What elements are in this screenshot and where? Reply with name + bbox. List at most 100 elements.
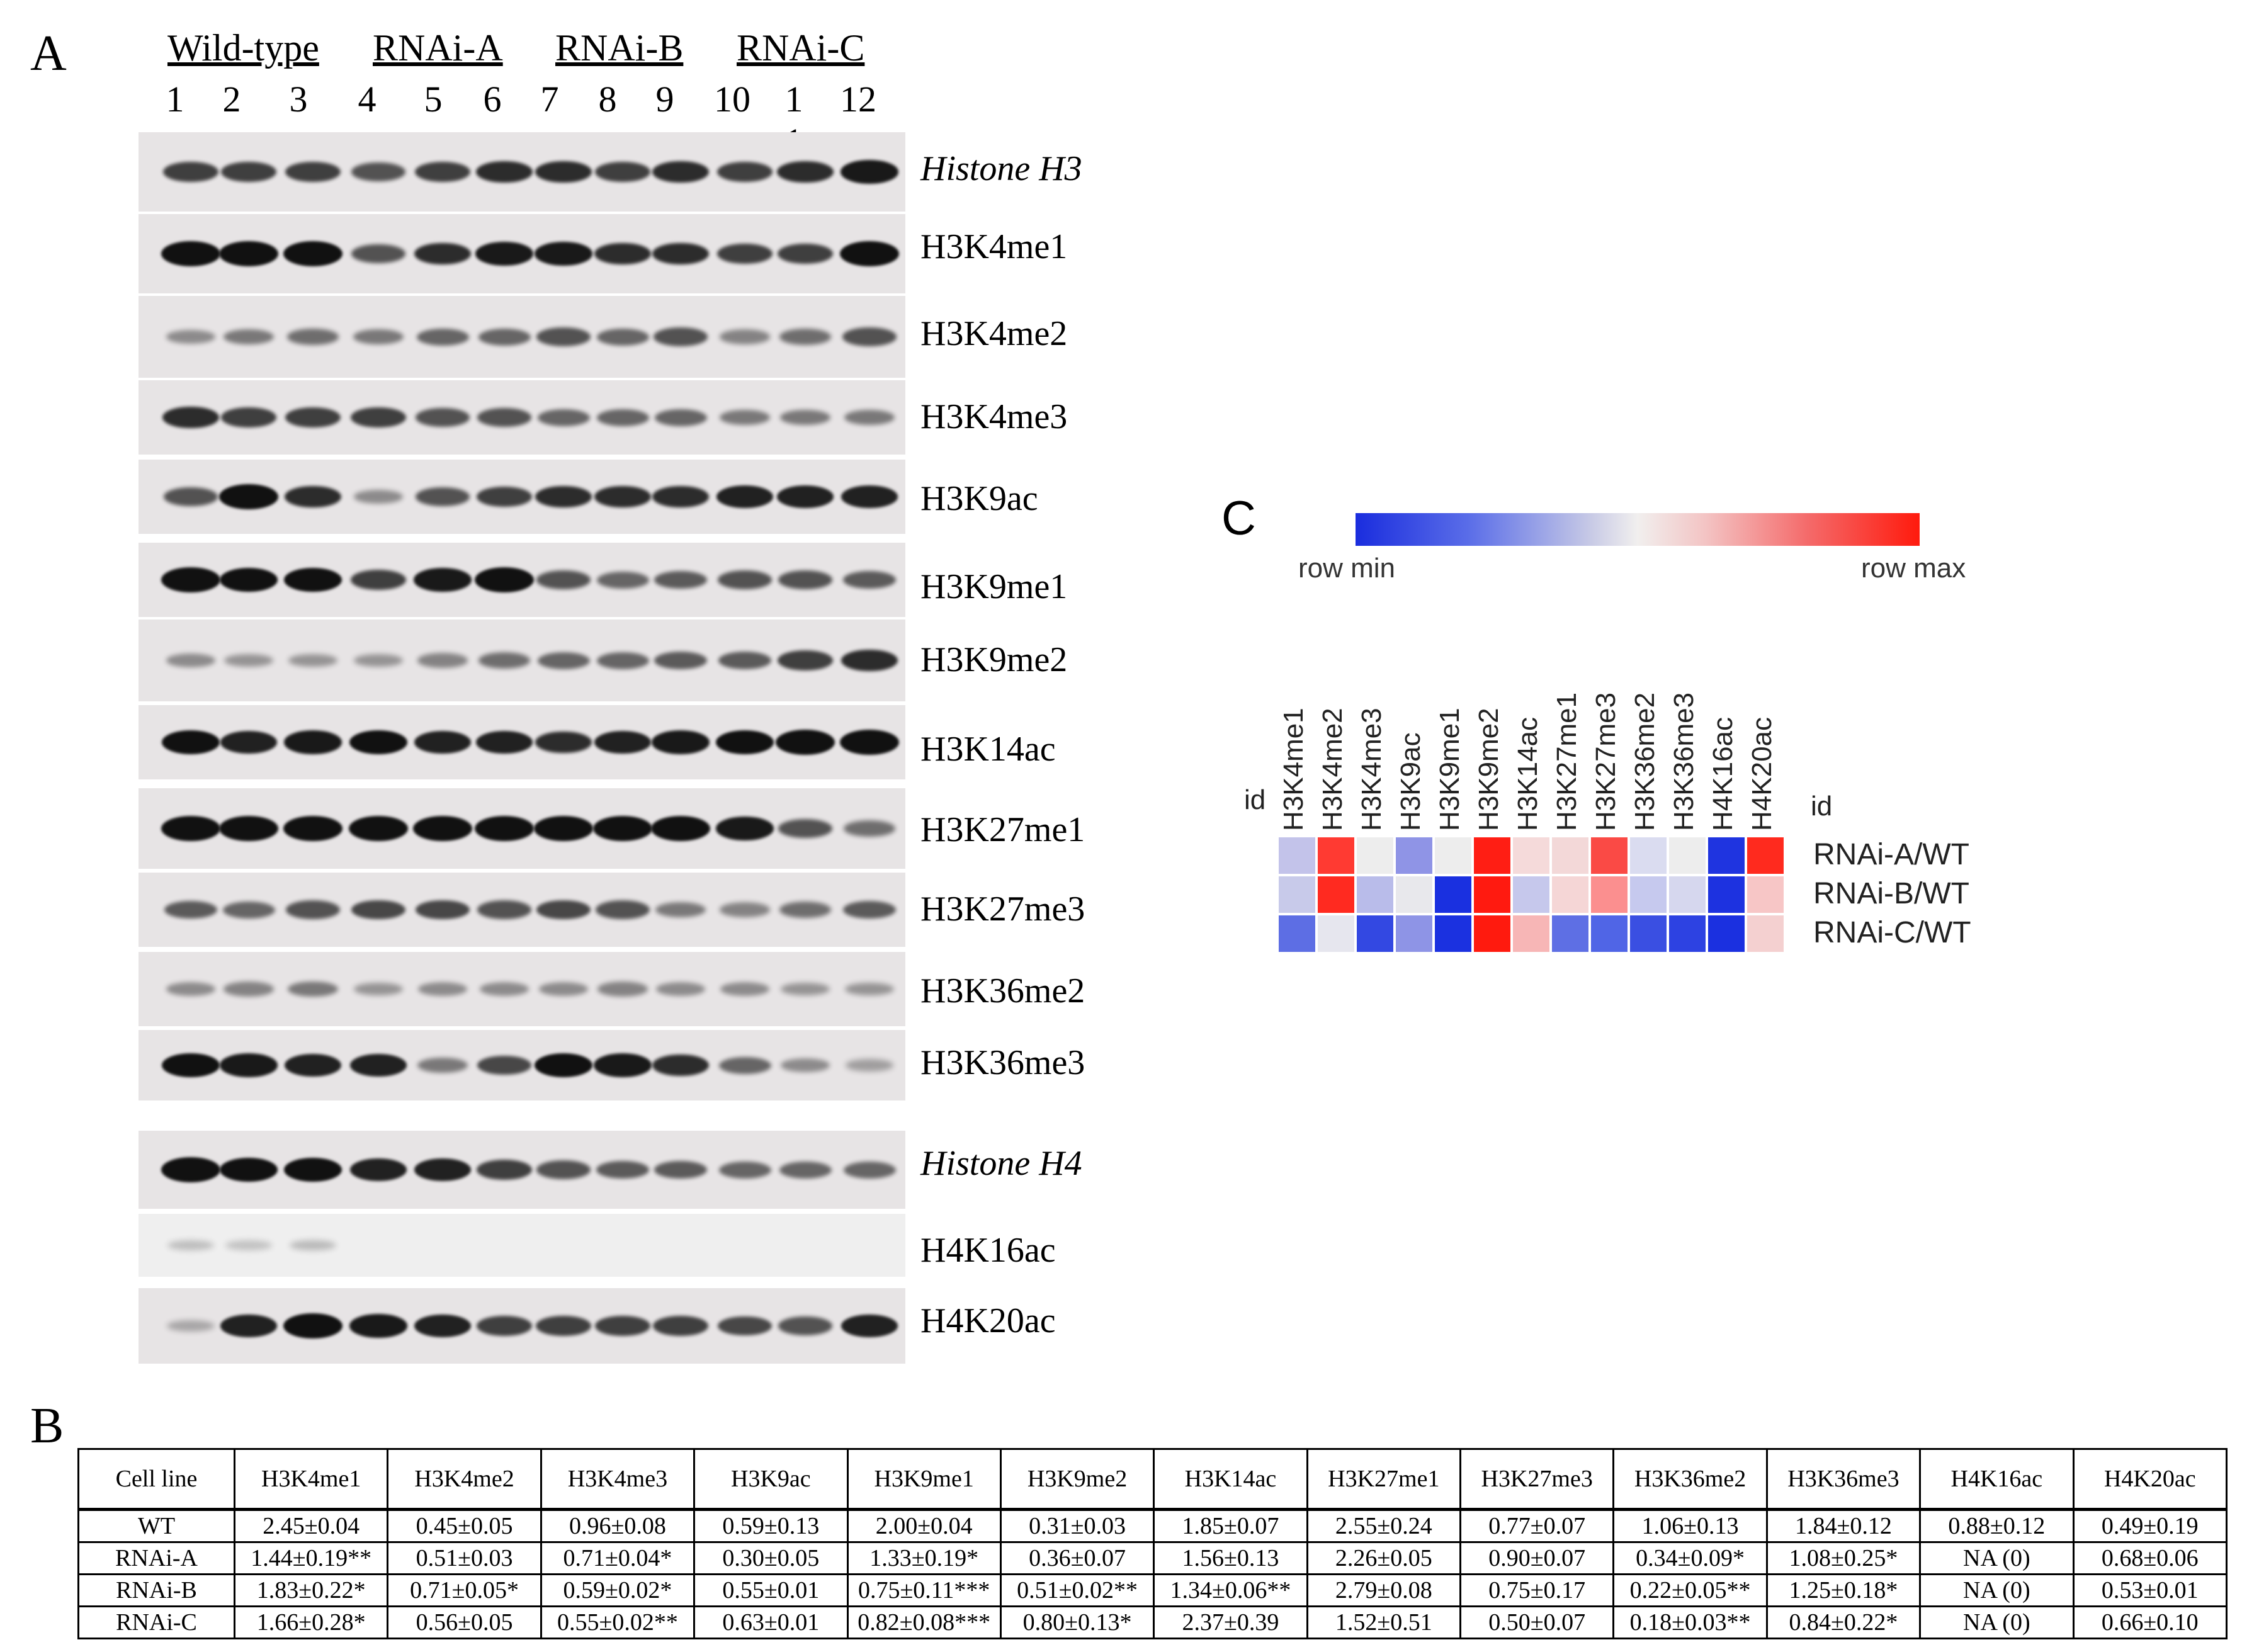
column-header: H4K20ac (2072, 1448, 2228, 1511)
blot-band (654, 409, 707, 426)
blot-band (166, 653, 216, 667)
blot-band (716, 817, 774, 840)
heatmap-column-label: H4K20ac (1747, 716, 1777, 831)
lane-number: 3 (289, 79, 308, 120)
blot-band (417, 1057, 468, 1073)
table-cell: RNAi-C (77, 1605, 235, 1639)
blot-band (161, 816, 220, 841)
blot-band (475, 567, 534, 592)
blot-band (283, 241, 343, 266)
table-cell: 1.56±0.13 (1153, 1541, 1308, 1575)
heatmap-cell (1630, 837, 1667, 874)
blot-band (477, 1159, 532, 1180)
table-cell: 0.66±0.10 (2072, 1605, 2228, 1639)
blot-band (414, 568, 472, 592)
blot-band (840, 730, 899, 755)
blot-label: Histone H3 (920, 149, 1082, 188)
lane-number: 1 (166, 79, 184, 120)
heatmap-cell (1513, 837, 1549, 874)
blot-strip-h3k9me2 (139, 620, 905, 701)
blot-band (219, 1157, 278, 1182)
table-cell: 1.33±0.19* (846, 1541, 1002, 1575)
heatmap-column-label: H3K4me2 (1317, 708, 1348, 831)
blot-band (351, 569, 406, 591)
heatmap-cell (1708, 876, 1745, 913)
blot-band (219, 241, 278, 266)
blot-band (844, 409, 895, 426)
blot-band (594, 1053, 652, 1077)
blot-strip-h3k4me3 (139, 380, 905, 455)
heatmap-cell (1552, 837, 1588, 874)
blot-strip-h3k27me1 (139, 788, 905, 869)
lane-number: 10 (714, 79, 750, 120)
group-label-wild-type: Wild-type (167, 27, 319, 69)
blot-band (845, 1059, 894, 1072)
heatmap-cell (1747, 876, 1784, 913)
heatmap-column-label: H3K9ac (1395, 732, 1426, 831)
blot-band (354, 653, 403, 667)
column-header: H3K36me3 (1765, 1448, 1922, 1511)
blot-band (353, 329, 404, 345)
lane-number: 5 (424, 79, 443, 120)
blot-label: Histone H4 (920, 1144, 1082, 1183)
blot-band (717, 243, 773, 264)
blot-band (287, 981, 339, 997)
heatmap-cell (1357, 876, 1393, 913)
blot-band (538, 982, 589, 996)
blot-band (536, 570, 591, 589)
blot-band (166, 330, 216, 344)
heatmap-cell (1279, 876, 1315, 913)
blot-band (778, 819, 832, 838)
table-cell: 2.79±0.08 (1306, 1573, 1462, 1607)
heatmap-cell (1279, 915, 1315, 952)
table-cell: 1.52±0.51 (1306, 1605, 1462, 1639)
table-cell: 0.31±0.03 (999, 1508, 1155, 1543)
lane-number: 9 (655, 79, 674, 120)
blot-band (596, 571, 649, 589)
blot-band (841, 485, 898, 509)
blot-band (780, 1058, 830, 1072)
table-cell: 0.22±0.05** (1612, 1573, 1768, 1607)
blot-band (219, 484, 278, 509)
blot-band (283, 567, 343, 592)
column-header: H3K14ac (1153, 1448, 1308, 1511)
blot-band (595, 161, 650, 183)
lane-number: 6 (483, 79, 502, 120)
panel-label-a: A (30, 26, 67, 81)
table-cell: 2.00±0.04 (846, 1508, 1002, 1543)
blot-band (654, 570, 708, 589)
blot-band (285, 161, 341, 183)
blot-band (476, 161, 533, 183)
heatmap-cell (1279, 837, 1315, 874)
blot-band (477, 486, 532, 507)
blot-band (535, 731, 592, 754)
column-header: H3K4me3 (540, 1448, 696, 1511)
blot-band (536, 1315, 591, 1337)
table-cell: 0.59±0.13 (693, 1508, 849, 1543)
blot-band (596, 409, 649, 426)
heatmap-cell (1396, 915, 1432, 952)
table-cell: 1.83±0.22* (233, 1573, 389, 1607)
blot-band (287, 329, 339, 345)
table-cell: 0.63±0.01 (693, 1605, 849, 1639)
group-label-rnai-a: RNAi-A (373, 27, 503, 69)
table-cell: 0.68±0.06 (2072, 1541, 2228, 1575)
blot-strip-h3k9ac (139, 460, 905, 534)
blot-label: H3K4me2 (920, 314, 1068, 353)
table-cell: 0.55±0.01 (693, 1573, 849, 1607)
blot-band (166, 982, 216, 996)
group-label-rnai-b: RNAi-B (555, 27, 684, 69)
table-cell: 0.45±0.05 (387, 1508, 542, 1543)
blot-band (842, 327, 897, 346)
lane-number: 8 (598, 79, 617, 120)
column-header: H3K27me1 (1306, 1448, 1462, 1511)
legend-max-label: row max (1861, 553, 1966, 584)
blot-band (417, 653, 468, 668)
column-header: Cell line (77, 1448, 235, 1511)
blot-strip-h4k16ac (139, 1214, 905, 1277)
blot-band (351, 244, 405, 263)
table-cell: 0.71±0.05* (387, 1573, 542, 1607)
blot-band (718, 1056, 771, 1074)
blot-band (224, 653, 273, 667)
blot-band (416, 487, 470, 506)
